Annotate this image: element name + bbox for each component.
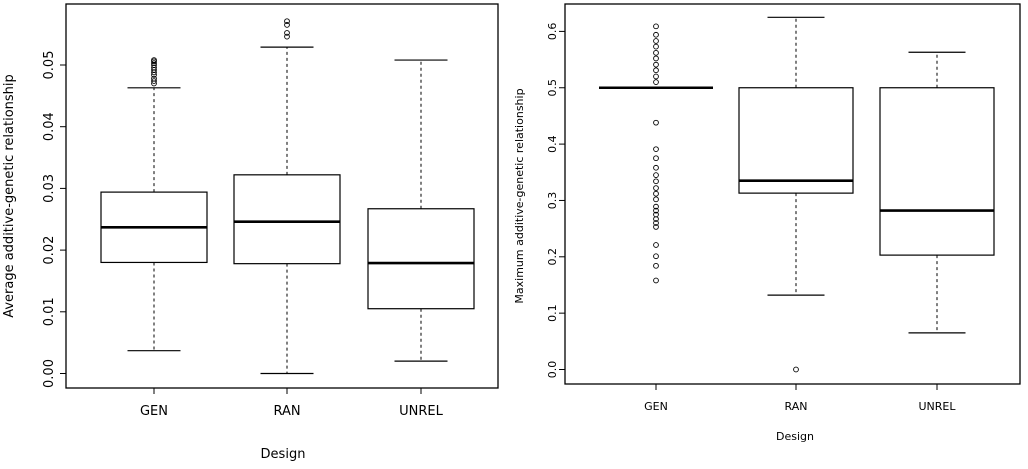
box-ran — [233, 18, 341, 375]
right-y-axis-label: Maximum additive-genetic relationship — [513, 88, 526, 303]
outlier-point — [653, 253, 659, 260]
y-tick-label: 0.1 — [546, 304, 559, 322]
outlier-point — [653, 73, 659, 80]
right-x-axis: GEN RAN UNREL — [644, 384, 956, 413]
outlier-point — [653, 43, 659, 50]
iqr-box — [879, 87, 995, 256]
outlier-point — [151, 57, 157, 63]
y-tick-label: 0.01 — [42, 297, 57, 326]
x-tick-label: RAN — [273, 404, 300, 419]
outlier-point — [151, 60, 157, 66]
box-unrel — [367, 59, 475, 362]
outlier-point — [151, 64, 157, 71]
outlier-point — [284, 18, 290, 25]
iqr-box — [233, 174, 341, 265]
outlier-point — [653, 211, 659, 218]
x-tick-label: UNREL — [918, 400, 956, 413]
right-y-axis: 0.0 0.1 0.2 0.3 0.4 0.5 0.6 — [546, 23, 565, 379]
y-tick-label: 0.04 — [42, 112, 57, 141]
outlier-point — [653, 196, 659, 203]
outlier-point — [284, 22, 290, 28]
y-tick-label: 0.4 — [546, 135, 559, 153]
outlier-point — [653, 277, 659, 284]
outlier-point — [284, 33, 290, 40]
outlier-point — [653, 23, 659, 30]
left-x-axis-label: Design — [261, 447, 306, 462]
y-tick-label: 0.03 — [42, 174, 57, 203]
outlier-point — [653, 67, 659, 74]
left-boxes — [100, 18, 475, 375]
y-tick-label: 0.6 — [546, 23, 559, 41]
outlier-point — [653, 155, 659, 162]
outlier-point — [653, 178, 659, 185]
outlier-point — [653, 119, 659, 126]
right-plot-frame — [564, 3, 1021, 385]
right-box-plot: Design Maximum additive-genetic relation… — [513, 3, 1021, 443]
y-tick-label: 0.05 — [42, 51, 57, 80]
left-box-plot: Design Average additive-genetic relation… — [2, 3, 499, 462]
outlier-point — [653, 203, 659, 210]
y-tick-label: 0.02 — [42, 236, 57, 265]
outlier-point — [793, 366, 799, 373]
outlier-point — [653, 262, 659, 269]
y-tick-label: 0.0 — [546, 361, 559, 379]
outlier-point — [151, 75, 157, 82]
box-gen — [599, 23, 713, 284]
outlier-point — [653, 207, 659, 214]
outlier-point — [653, 190, 659, 197]
outlier-point — [653, 38, 659, 44]
x-tick-label: RAN — [785, 400, 808, 413]
left-plot-frame — [65, 3, 499, 389]
x-tick-label: GEN — [140, 404, 168, 419]
outlier-point — [653, 79, 659, 85]
outlier-point — [653, 61, 659, 68]
right-x-axis-label: Design — [776, 430, 814, 443]
x-tick-label: GEN — [644, 400, 668, 413]
iqr-box — [738, 87, 854, 194]
box-unrel — [879, 51, 995, 334]
outlier-point — [653, 49, 659, 56]
outlier-point — [653, 146, 659, 153]
outlier-point — [653, 31, 659, 38]
outlier-point — [653, 55, 659, 62]
outlier-point — [653, 164, 659, 171]
x-tick-label: UNREL — [399, 404, 443, 419]
left-y-axis-label: Average additive-genetic relationship — [2, 74, 17, 318]
y-tick-label: 0.2 — [546, 248, 559, 266]
outlier-point — [653, 185, 659, 191]
right-boxes — [599, 16, 995, 373]
outlier-point — [151, 78, 157, 84]
outlier-point — [653, 220, 659, 226]
outlier-point — [653, 224, 659, 230]
iqr-box — [367, 208, 475, 310]
box-gen — [100, 57, 208, 352]
y-tick-label: 0.00 — [42, 359, 57, 388]
y-tick-label: 0.5 — [546, 79, 559, 97]
left-y-axis: 0.00 0.01 0.02 0.03 0.04 0.05 — [42, 51, 66, 388]
left-x-axis: GEN RAN UNREL — [140, 388, 444, 419]
outlier-point — [284, 30, 290, 36]
outlier-point — [653, 172, 659, 178]
outlier-point — [653, 242, 659, 248]
y-tick-label: 0.3 — [546, 192, 559, 210]
box-ran — [738, 16, 854, 373]
